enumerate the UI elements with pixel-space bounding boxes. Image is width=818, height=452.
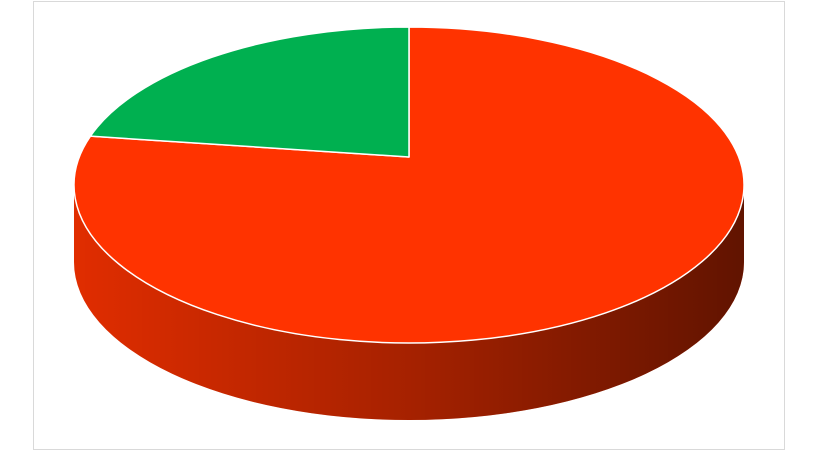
plot-area bbox=[73, 26, 745, 420]
slice bbox=[73, 26, 745, 344]
slice-side-shade bbox=[74, 185, 744, 420]
slice bbox=[89, 26, 410, 158]
